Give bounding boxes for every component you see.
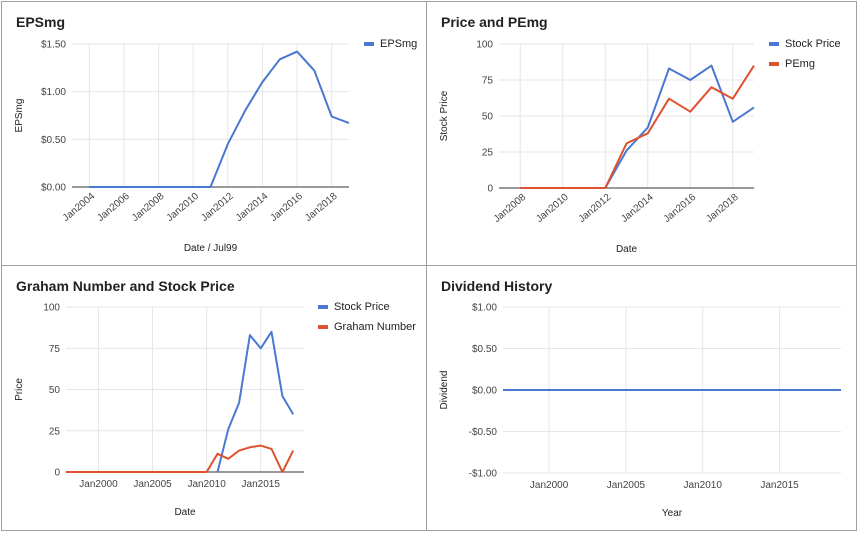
legend-label: EPSmg: [380, 38, 417, 50]
x-tick-label: Jan2018: [303, 191, 340, 224]
y-tick-label: 0: [487, 184, 493, 195]
y-tick-label: $0.00: [472, 386, 497, 397]
x-tick-label: Jan2005: [607, 480, 646, 491]
y-tick-label: 0: [54, 468, 60, 479]
x-axis-label: Date / Jul99: [184, 243, 238, 254]
legend-swatch: [769, 42, 779, 46]
series-line-epsmg: [89, 50, 350, 188]
x-tick-label: Jan2016: [662, 192, 699, 225]
x-tick-label: Jan2014: [619, 192, 656, 225]
chart-title: Price and PEmg: [441, 14, 548, 30]
series-line-stock-price: [216, 330, 295, 473]
chart-title: EPSmg: [16, 14, 66, 30]
legend-label: Graham Number: [334, 321, 416, 333]
x-tick-label: Jan2006: [95, 191, 132, 224]
x-tick-label: Jan2000: [79, 479, 118, 490]
legend-label: PEmg: [785, 58, 815, 70]
x-tick-label: Jan2015: [242, 479, 281, 490]
y-tick-label: $0.50: [41, 135, 66, 146]
y-tick-label: $0.50: [472, 344, 497, 355]
y-tick-label: 25: [482, 148, 494, 159]
legend-swatch: [769, 62, 779, 66]
legend-swatch: [364, 42, 374, 46]
x-tick-label: Jan2005: [133, 479, 172, 490]
y-tick-label: 100: [476, 40, 493, 51]
chart-title: Dividend History: [441, 278, 553, 294]
y-tick-label: -$0.50: [469, 427, 498, 438]
x-axis-label: Year: [662, 508, 683, 519]
y-tick-label: 50: [49, 385, 61, 396]
graham-chart: 0 25 50 75 100 Jan2000 Jan2005 Jan2010 Jan2015 Da…: [14, 301, 416, 518]
x-tick-label: Jan2012: [577, 192, 614, 225]
series-line-pemg: [520, 65, 755, 189]
y-tick-label: -$1.00: [469, 469, 498, 480]
x-axis-label: Date: [174, 507, 196, 518]
graham-chart-panel: Graham Number and Stock Price 0 25 50 75 100…: [1, 265, 428, 531]
dividend-chart: -$1.00 -$0.50 $0.00 $0.50 $1.00 Jan2000 Jan200…: [439, 303, 841, 519]
x-tick-label: Jan2010: [684, 480, 723, 491]
y-tick-label: $1.00: [472, 303, 497, 314]
x-tick-label: Jan2018: [704, 192, 741, 225]
y-axis-label: Price: [14, 378, 25, 401]
y-axis-label: Stock Price: [439, 90, 450, 141]
x-tick-label: Jan2004: [61, 191, 98, 224]
chart-title: Graham Number and Stock Price: [16, 278, 235, 294]
y-tick-label: $1.00: [41, 87, 66, 98]
y-tick-label: 100: [43, 303, 60, 314]
x-tick-label: Jan2015: [760, 480, 799, 491]
y-axis-label: EPSmg: [14, 99, 25, 133]
y-tick-label: $1.50: [41, 40, 66, 51]
x-tick-label: Jan2014: [234, 191, 271, 224]
legend-swatch: [318, 305, 328, 309]
series-line-graham-number: [66, 444, 295, 473]
x-tick-label: Jan2010: [165, 191, 202, 224]
dividend-chart-panel: Dividend History -$1.00 -$0.50 $0.00 $0.50 $…: [426, 265, 857, 531]
y-tick-label: 75: [482, 76, 494, 87]
series-line-stock-price: [520, 64, 755, 189]
x-tick-label: Jan2000: [530, 480, 569, 491]
x-axis-label: Date: [616, 244, 638, 255]
legend-label: Stock Price: [785, 38, 841, 50]
price-pe-chart-panel: Price and PEmg 0 25 50 75 100 Jan2008 Jan2010 J…: [426, 1, 857, 266]
y-tick-label: 75: [49, 344, 61, 355]
y-axis-label: Dividend: [439, 371, 450, 410]
legend-label: Stock Price: [334, 301, 390, 313]
x-tick-label: Jan2010: [187, 479, 226, 490]
y-tick-label: $0.00: [41, 183, 66, 194]
y-tick-label: 50: [482, 112, 494, 123]
eps-chart: $0.00 $0.50 $1.00 $1.50 Jan2004Jan2006Jan200…: [14, 38, 417, 254]
x-tick-label: Jan2016: [269, 191, 306, 224]
y-tick-label: 25: [49, 426, 61, 437]
legend-swatch: [318, 325, 328, 329]
x-tick-label: Jan2010: [534, 192, 571, 225]
eps-chart-panel: EPSmg $0.00 $0.50 $1.00 $1.50 Jan2004 Jan2006…: [1, 1, 426, 266]
x-tick-label: Jan2012: [199, 191, 236, 224]
x-tick-label: Jan2008: [492, 192, 529, 225]
x-tick-label: Jan2008: [130, 191, 167, 224]
